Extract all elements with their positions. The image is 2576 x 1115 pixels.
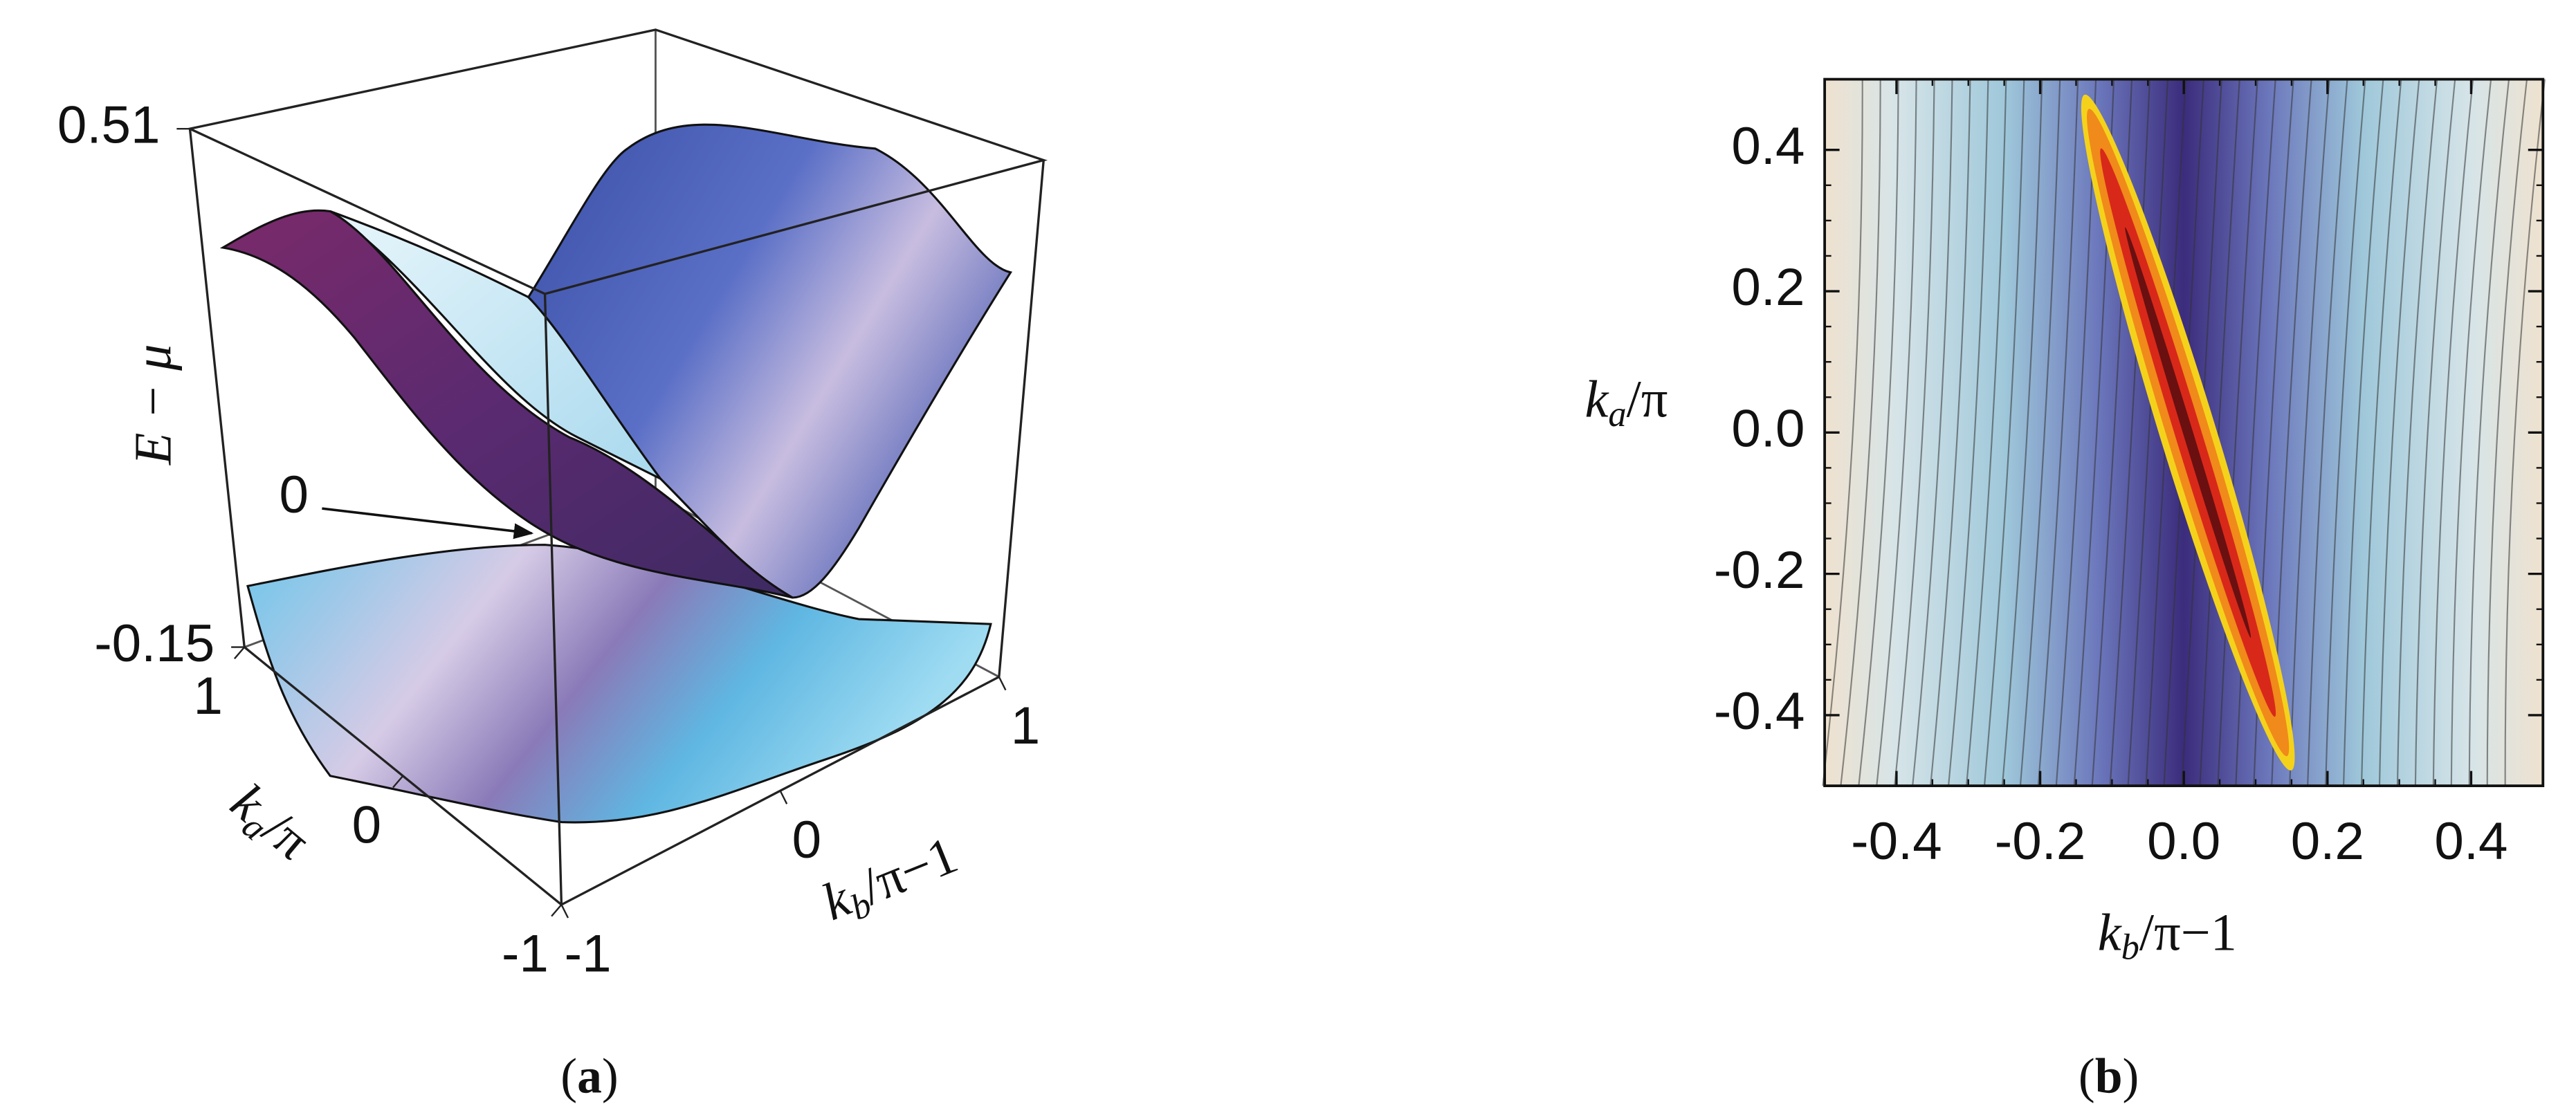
caption-part: ( [2079, 1049, 2095, 1104]
y-tick-label: 0 [352, 795, 381, 854]
contour-line [2127, 79, 2169, 786]
x-axis-label: kb/π−1 [814, 824, 968, 937]
caption-part: a [577, 1049, 602, 1104]
contour-line [2217, 79, 2258, 786]
contour-line [1983, 79, 2025, 786]
y-tick-label: -1 [502, 924, 549, 983]
x-axis-label-part: b [2121, 928, 2139, 968]
energy-surfaces [219, 123, 1013, 824]
contour-line [2343, 79, 2384, 786]
contour-line [1876, 79, 1917, 786]
z-axis-label: E − μ [124, 344, 183, 466]
x-tick-label: -1 [565, 924, 612, 983]
caption-part: b [2095, 1049, 2123, 1104]
contour-line [2307, 79, 2348, 786]
contour-line [2504, 79, 2546, 786]
x-axis-label: kb/π−1 [2098, 903, 2237, 968]
contour-line [1912, 79, 1953, 786]
contour-line [2325, 79, 2366, 786]
contour-line [1840, 79, 1881, 786]
z-tick-label: -0.15 [94, 614, 214, 673]
x-tick [998, 676, 1007, 691]
caption-part: ) [602, 1049, 619, 1104]
y-tick [233, 646, 246, 660]
contour-line [2396, 79, 2438, 786]
contour-line [2450, 79, 2492, 786]
x-tick [560, 904, 569, 919]
x-tick-label: -0.2 [1995, 812, 2086, 871]
contour-line [2235, 79, 2276, 786]
y-tick-label: 0.4 [1731, 117, 1805, 176]
contour-line [1948, 79, 1989, 786]
y-tick-label: 0.0 [1731, 399, 1805, 458]
x-axis-label-part: /π−1 [2139, 903, 2237, 961]
x-axis-label-part: /π−1 [852, 824, 965, 916]
contour-line [2019, 79, 2061, 786]
contour-line [2378, 79, 2420, 786]
contour-line [1894, 79, 1935, 786]
z-tick-label: 0.51 [57, 95, 161, 154]
contour-lines [1822, 79, 2546, 786]
contour-line [1858, 79, 1899, 786]
contour-line [2468, 79, 2510, 786]
upper-band-right [527, 123, 1013, 599]
caption: (a) [560, 1049, 618, 1104]
contour-line [2432, 79, 2474, 786]
x-tick-label: 0.2 [2291, 812, 2364, 871]
contour-line [2001, 79, 2043, 786]
y-axis-label-part: a [1608, 394, 1626, 434]
x-tick-label: 0.0 [2147, 812, 2220, 871]
lower-band [246, 544, 992, 824]
x-tick [779, 790, 788, 804]
contour-line [2055, 79, 2097, 786]
y-tick [551, 904, 563, 917]
y-tick-label: 1 [193, 667, 222, 726]
contour-line [2109, 79, 2151, 786]
caption: (b) [2079, 1049, 2139, 1104]
annotation: 0 [280, 466, 309, 524]
x-tick-label: 1 [1011, 697, 1040, 755]
y-tick-label: 0.2 [1731, 258, 1805, 317]
contour-line [1930, 79, 1971, 786]
y-axis-label: ka/π [1584, 369, 1668, 434]
contour-line [2199, 79, 2240, 786]
contour-line [1966, 79, 2007, 786]
annotation-arrow [322, 507, 534, 540]
caption-part: ) [2123, 1049, 2139, 1104]
x-tick-label: 0.4 [2434, 812, 2508, 871]
contour-line [2037, 79, 2079, 786]
contour-line [1822, 79, 1863, 786]
caption-part: ( [560, 1049, 577, 1104]
minimum-valley [2081, 94, 2295, 771]
contour-line [2414, 79, 2456, 786]
y-tick-label: -0.2 [1714, 541, 1805, 600]
x-axis-label-part: k [2098, 903, 2123, 961]
contour-line [2289, 79, 2330, 786]
x-tick-label: 0 [792, 811, 821, 869]
x-tick-label: -0.4 [1851, 812, 1942, 871]
y-axis-label-part: k [1584, 369, 1609, 428]
y-tick [392, 775, 404, 789]
contour-line [2486, 79, 2528, 786]
y-axis-label-part: /π [1627, 369, 1668, 428]
y-tick-label: -0.4 [1714, 682, 1805, 741]
y-axis-label: ka/π [217, 772, 322, 875]
contour-line [2360, 79, 2402, 786]
